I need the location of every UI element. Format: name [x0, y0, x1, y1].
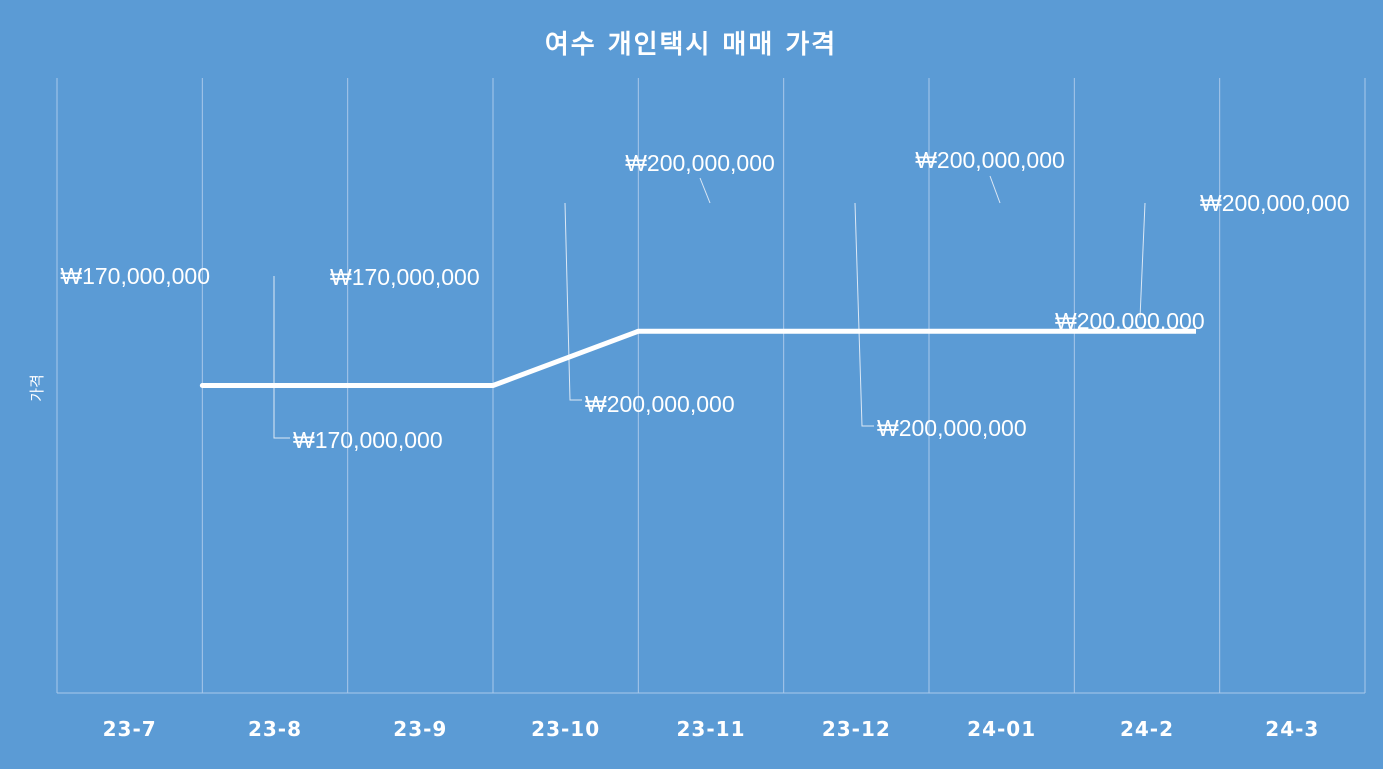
data-label: ₩200,000,000: [1200, 190, 1350, 216]
x-tick-label: 23-7: [103, 717, 157, 741]
x-tick-label: 23-9: [393, 717, 447, 741]
data-label: ₩200,000,000: [1055, 308, 1205, 334]
leader-line: [854, 202, 874, 427]
grid-layer: [56, 78, 1366, 694]
leader-line: [699, 177, 711, 204]
x-tick-label: 24-01: [967, 717, 1036, 741]
leader-line: [564, 202, 582, 401]
y-axis-label: 가격: [28, 374, 46, 402]
series-line: [199, 328, 1196, 388]
data-label: ₩200,000,000: [625, 150, 775, 176]
x-tick-label: 24-2: [1120, 717, 1174, 741]
chart-title: 여수 개인택시 매매 가격: [545, 30, 837, 60]
data-label: ₩170,000,000: [330, 264, 480, 290]
leader-line: [1139, 202, 1146, 319]
leader-layer: [273, 175, 1146, 439]
x-tick-label: 24-3: [1265, 717, 1319, 741]
data-label: ₩200,000,000: [877, 415, 1027, 441]
x-tick-layer: 23-7 23-8 23-9 23-10 23-11 23-12 24-01 24-2 24-3: [103, 717, 1319, 741]
leader-line: [989, 175, 1001, 204]
data-label: ₩200,000,000: [915, 147, 1065, 173]
x-tick-label: 23-8: [248, 717, 302, 741]
data-label: ₩170,000,000: [60, 263, 210, 289]
x-tick-label: 23-12: [822, 717, 891, 741]
data-label: ₩200,000,000: [585, 391, 735, 417]
data-label-layer: ₩170,000,000 ₩170,000,000 ₩170,000,000 ₩200…: [60, 147, 1349, 453]
x-tick-label: 23-11: [677, 717, 746, 741]
leader-line: [273, 276, 290, 439]
series-layer: [199, 328, 1197, 388]
data-label: ₩170,000,000: [293, 427, 443, 453]
x-tick-label: 23-10: [531, 717, 600, 741]
